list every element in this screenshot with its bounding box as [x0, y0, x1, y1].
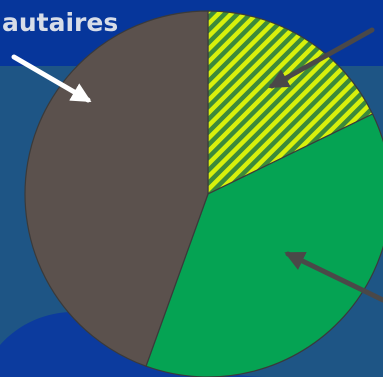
annotation-arrows — [11, 27, 383, 303]
annotation-arrow-3 — [284, 251, 383, 303]
pie-slices — [24, 10, 383, 377]
annotation-arrow-1 — [11, 54, 92, 103]
slide-title-fragment: autaires — [2, 8, 118, 37]
pie-slice-1 — [207, 10, 374, 195]
annotation-arrow-2 — [268, 27, 375, 89]
